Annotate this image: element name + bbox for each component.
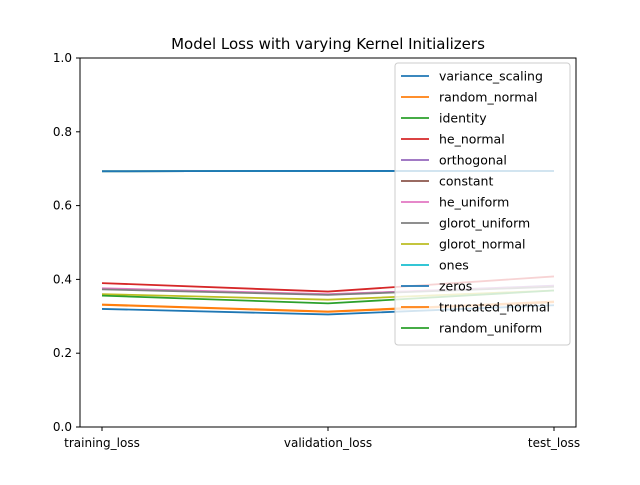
y-tick-label: 1.0 [53,51,72,65]
y-tick-label: 0.8 [53,125,72,139]
legend-label-he_uniform: he_uniform [439,195,509,210]
legend-label-identity: identity [439,111,487,126]
legend-label-random_normal: random_normal [439,90,538,105]
x-tick-label: test_loss [528,436,580,450]
chart-title: Model Loss with varying Kernel Initializ… [171,35,485,53]
legend: variance_scaling random_normal identity he_… [395,63,570,345]
legend-label-he_normal: he_normal [439,132,505,147]
legend-label-glorot_normal: glorot_normal [439,237,526,252]
x-tick-label: training_loss [64,436,140,450]
legend-label-ones: ones [439,258,469,273]
legend-label-orthogonal: orthogonal [439,153,507,168]
legend-label-zeros: zeros [439,279,472,294]
y-tick-label: 0.4 [53,272,72,286]
x-tick-label: validation_loss [284,436,372,450]
legend-label-truncated_normal: truncated_normal [439,300,550,315]
legend-label-variance_scaling: variance_scaling [439,69,543,84]
y-tick-label: 0.0 [53,420,72,434]
legend-label-constant: constant [439,174,493,189]
legend-label-glorot_uniform: glorot_uniform [439,216,530,231]
y-tick-label: 0.2 [53,346,72,360]
legend-label-random_uniform: random_uniform [439,321,542,336]
y-tick-label: 0.6 [53,199,72,213]
